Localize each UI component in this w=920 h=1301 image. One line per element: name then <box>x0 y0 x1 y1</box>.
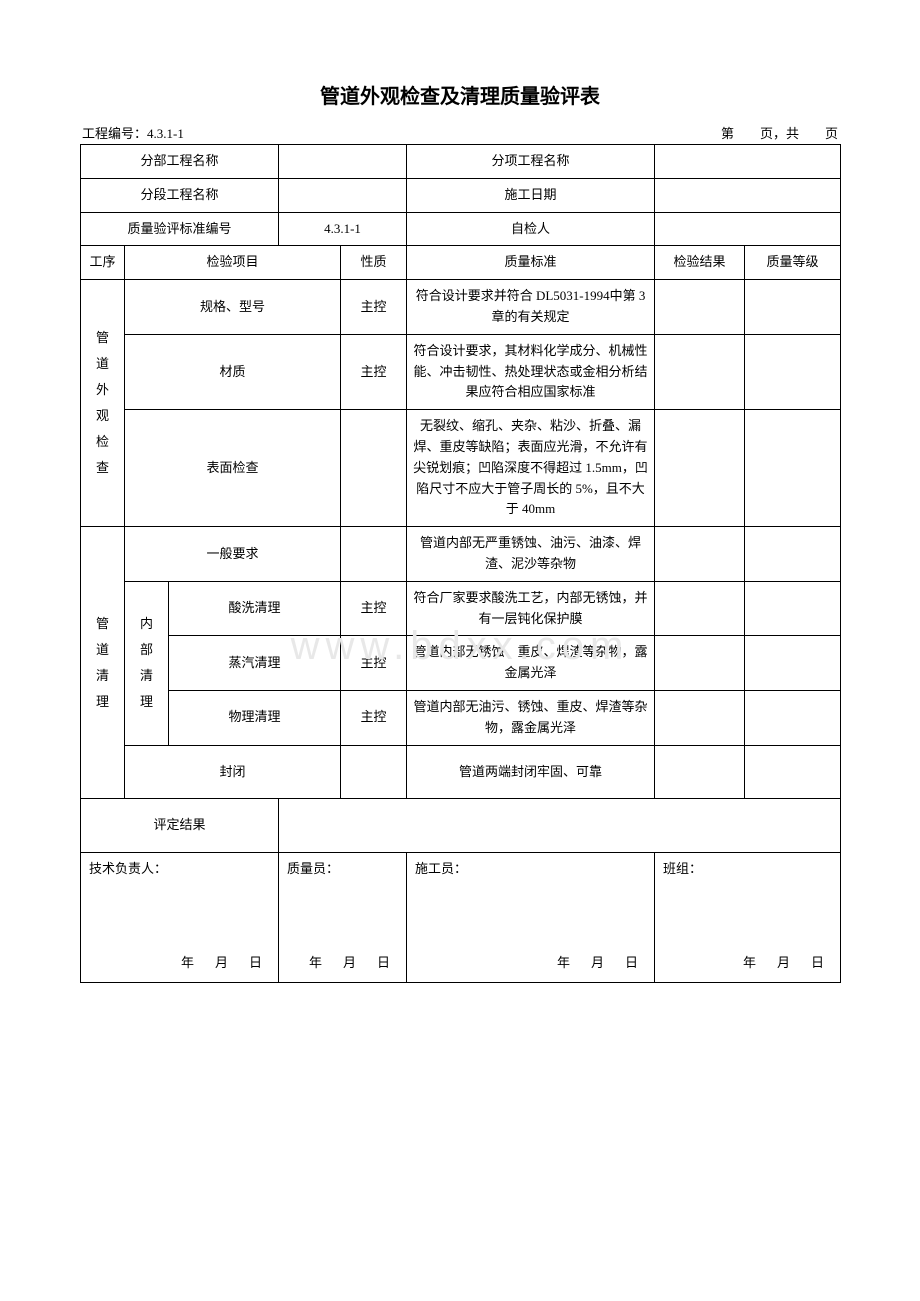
g2r2-result <box>655 581 745 636</box>
page-title: 管道外观检查及清理质量验评表 <box>80 80 840 109</box>
g2r5-result <box>655 745 745 799</box>
sign-team: 班组： 年 月 日 <box>655 853 841 983</box>
page-info: 第 页，共 页 <box>721 123 838 142</box>
label-date: 施工日期 <box>407 178 655 212</box>
g2r4-item: 物理清理 <box>169 690 341 745</box>
g2r3-grade <box>745 636 841 691</box>
header-row: 工程编号：4.3.1-1 第 页，共 页 <box>80 123 840 142</box>
label-segment: 分段工程名称 <box>81 178 279 212</box>
label-stdno: 质量验评标准编号 <box>81 212 279 246</box>
g1r1-result <box>655 280 745 335</box>
g2r1-grade <box>745 527 841 582</box>
g2r5-grade <box>745 745 841 799</box>
head-process: 工序 <box>81 246 125 280</box>
g2r4-result <box>655 690 745 745</box>
g2r5-item: 封闭 <box>125 745 341 799</box>
meta-row-2: 分段工程名称 施工日期 <box>81 178 841 212</box>
head-nature: 性质 <box>341 246 407 280</box>
sign-quality: 质量员： 年 月 日 <box>279 853 407 983</box>
g1-row-2: 材质 主控 符合设计要求，其材料化学成分、机械性能、冲击韧性、热处理状态或金相分… <box>81 334 841 409</box>
head-result: 检验结果 <box>655 246 745 280</box>
g1r3-nature <box>341 410 407 527</box>
g2-row-5: 封闭 管道两端封闭牢固、可靠 <box>81 745 841 799</box>
g1-label: 管道外观检查 <box>81 280 125 527</box>
g2r3-result <box>655 636 745 691</box>
g1r3-result <box>655 410 745 527</box>
g1r1-nature: 主控 <box>341 280 407 335</box>
sign-tech: 技术负责人： 年 月 日 <box>81 853 279 983</box>
value-stdno: 4.3.1-1 <box>279 212 407 246</box>
g2r2-grade <box>745 581 841 636</box>
meta-row-1: 分部工程名称 分项工程名称 <box>81 145 841 179</box>
g1-row-3: 表面检查 无裂纹、缩孔、夹杂、粘沙、折叠、漏焊、重皮等缺陷；表面应光滑，不允许有… <box>81 410 841 527</box>
g2r1-result <box>655 527 745 582</box>
g1-row-1: 管道外观检查 规格、型号 主控 符合设计要求并符合 DL5031-1994中第 … <box>81 280 841 335</box>
label-subproject: 分部工程名称 <box>81 145 279 179</box>
table-head: 工序 检验项目 性质 质量标准 检验结果 质量等级 <box>81 246 841 280</box>
g1r2-item: 材质 <box>125 334 341 409</box>
value-date <box>655 178 841 212</box>
g1r1-std: 符合设计要求并符合 DL5031-1994中第 3 章的有关规定 <box>407 280 655 335</box>
g1r1-grade <box>745 280 841 335</box>
g1r3-item: 表面检查 <box>125 410 341 527</box>
g2r5-std: 管道两端封闭牢固、可靠 <box>407 745 655 799</box>
g2-inner-label: 内部清理 <box>125 581 169 745</box>
project-no: 工程编号：4.3.1-1 <box>82 123 184 142</box>
sign-row: 技术负责人： 年 月 日 质量员： 年 月 日 施工员： 年 月 日 班组： 年… <box>81 853 841 983</box>
g1r2-std: 符合设计要求，其材料化学成分、机械性能、冲击韧性、热处理状态或金相分析结果应符合… <box>407 334 655 409</box>
g2r3-std: 管道内部无锈蚀、重皮、焊渣等杂物，露金属光泽 <box>407 636 655 691</box>
g1r2-nature: 主控 <box>341 334 407 409</box>
head-item: 检验项目 <box>125 246 341 280</box>
g2r5-nature <box>341 745 407 799</box>
g2r1-nature <box>341 527 407 582</box>
label-itemproject: 分项工程名称 <box>407 145 655 179</box>
g2-row-3: 蒸汽清理 主控 管道内部无锈蚀、重皮、焊渣等杂物，露金属光泽 <box>81 636 841 691</box>
g2r4-nature: 主控 <box>341 690 407 745</box>
g2r2-nature: 主控 <box>341 581 407 636</box>
g2r4-grade <box>745 690 841 745</box>
g1r2-grade <box>745 334 841 409</box>
value-subproject <box>279 145 407 179</box>
g2r4-std: 管道内部无油污、锈蚀、重皮、焊渣等杂物，露金属光泽 <box>407 690 655 745</box>
g2r3-item: 蒸汽清理 <box>169 636 341 691</box>
g1r2-result <box>655 334 745 409</box>
value-inspector <box>655 212 841 246</box>
g1r3-grade <box>745 410 841 527</box>
g2r2-item: 酸洗清理 <box>169 581 341 636</box>
value-segment <box>279 178 407 212</box>
sign-builder: 施工员： 年 月 日 <box>407 853 655 983</box>
g2-row-2: 内部清理 酸洗清理 主控 符合厂家要求酸洗工艺，内部无锈蚀，并有一层钝化保护膜 <box>81 581 841 636</box>
g1r3-std: 无裂纹、缩孔、夹杂、粘沙、折叠、漏焊、重皮等缺陷；表面应光滑，不允许有尖锐划痕；… <box>407 410 655 527</box>
head-grade: 质量等级 <box>745 246 841 280</box>
g2r1-item: 一般要求 <box>125 527 341 582</box>
value-itemproject <box>655 145 841 179</box>
g2r1-std: 管道内部无严重锈蚀、油污、油漆、焊渣、泥沙等杂物 <box>407 527 655 582</box>
main-table: 分部工程名称 分项工程名称 分段工程名称 施工日期 质量验评标准编号 4.3.1… <box>80 144 841 983</box>
g2-row-1: 管道清理 一般要求 管道内部无严重锈蚀、油污、油漆、焊渣、泥沙等杂物 <box>81 527 841 582</box>
g2-label: 管道清理 <box>81 527 125 799</box>
g1r1-item: 规格、型号 <box>125 280 341 335</box>
eval-value <box>279 799 841 853</box>
head-std: 质量标准 <box>407 246 655 280</box>
g2-row-4: 物理清理 主控 管道内部无油污、锈蚀、重皮、焊渣等杂物，露金属光泽 <box>81 690 841 745</box>
g2r3-nature: 主控 <box>341 636 407 691</box>
eval-label: 评定结果 <box>81 799 279 853</box>
label-inspector: 自检人 <box>407 212 655 246</box>
eval-row: 评定结果 <box>81 799 841 853</box>
meta-row-3: 质量验评标准编号 4.3.1-1 自检人 <box>81 212 841 246</box>
g2r2-std: 符合厂家要求酸洗工艺，内部无锈蚀，并有一层钝化保护膜 <box>407 581 655 636</box>
